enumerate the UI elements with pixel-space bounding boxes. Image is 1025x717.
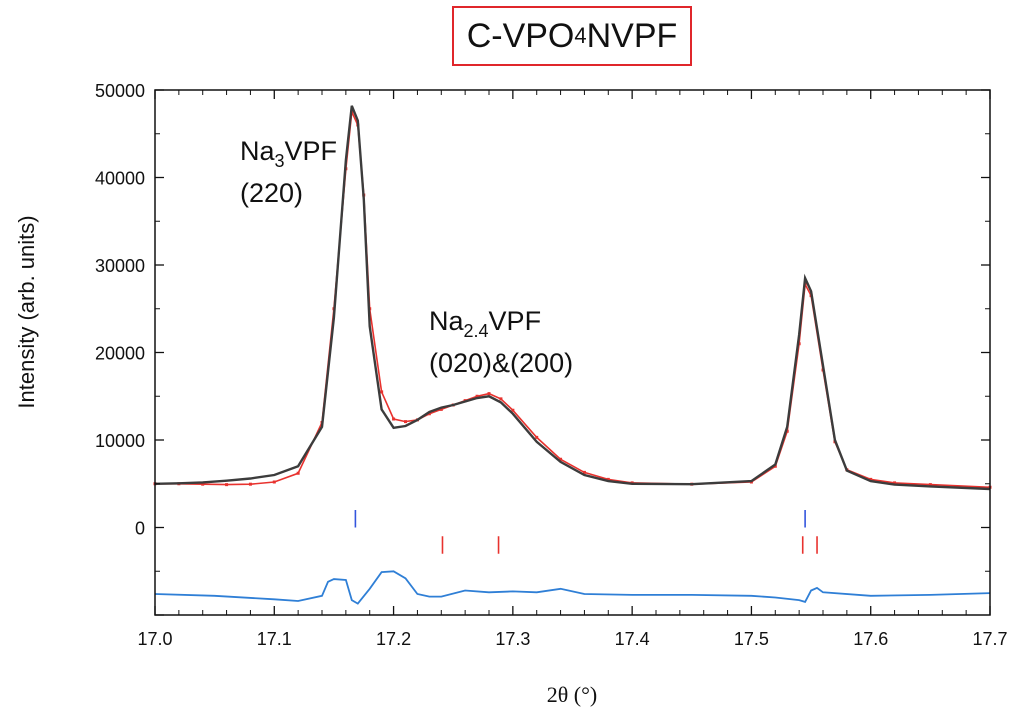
observed-point bbox=[559, 457, 563, 461]
difference-curve bbox=[154, 570, 991, 605]
observed-point bbox=[582, 470, 586, 474]
observed-point bbox=[404, 420, 407, 424]
annotation-na3-subscript: 3 bbox=[275, 151, 285, 171]
annotation-na24-tail: VPF bbox=[489, 306, 542, 336]
x-tick-label: 17.5 bbox=[734, 629, 769, 649]
calculated-curve bbox=[154, 105, 991, 491]
annotation-na24-hkl: (020)&(200) bbox=[429, 348, 573, 378]
tick-marks bbox=[154, 89, 991, 616]
y-tick-label: 0 bbox=[135, 519, 145, 539]
y-tick-label: 20000 bbox=[95, 344, 145, 364]
y-tick-label: 30000 bbox=[95, 256, 145, 276]
x-tick-label: 17.2 bbox=[376, 629, 411, 649]
observed-point bbox=[439, 407, 443, 411]
observed-point bbox=[499, 397, 503, 401]
x-tick-label: 17.7 bbox=[972, 629, 1007, 649]
x-axis-label: 2θ (°) bbox=[547, 682, 598, 707]
observed-point bbox=[427, 412, 431, 416]
y-tick-label: 10000 bbox=[95, 431, 145, 451]
observed-point bbox=[272, 480, 276, 484]
y-tick-labels: 0 10000 20000 30000 40000 50000 bbox=[95, 81, 145, 539]
x-tick-label: 17.3 bbox=[495, 629, 530, 649]
observed-point bbox=[487, 392, 491, 396]
x-tick-labels: 17.0 17.1 17.2 17.3 17.4 17.5 17.6 17.7 bbox=[137, 629, 1007, 649]
observed-point bbox=[201, 482, 205, 486]
annotation-na3-element: Na bbox=[240, 136, 275, 166]
observed-point bbox=[869, 477, 873, 481]
observed-point bbox=[606, 477, 610, 481]
annotation-na24-formula: Na2.4VPF bbox=[429, 306, 541, 341]
chart-title: C-VPO 4 NVPF bbox=[452, 6, 692, 66]
observed-point bbox=[225, 483, 229, 487]
y-tick-label: 50000 bbox=[95, 81, 145, 101]
observed-point bbox=[380, 390, 384, 394]
annotation-na24-element: Na bbox=[429, 306, 464, 336]
observed-point bbox=[893, 481, 897, 485]
observed-point bbox=[928, 483, 932, 487]
chart-title-tail: NVPF bbox=[586, 16, 678, 55]
observed-point bbox=[785, 429, 789, 433]
observed-point bbox=[773, 464, 777, 468]
annotation-na3-formula: Na3VPF bbox=[240, 136, 337, 171]
x-tick-label: 17.6 bbox=[853, 629, 888, 649]
annotation-na3-hkl: (220) bbox=[240, 178, 303, 208]
observed-point bbox=[248, 482, 252, 486]
observed-point bbox=[296, 471, 300, 475]
chart-title-main: C-VPO bbox=[466, 16, 575, 55]
y-axis-label: Intensity (arb. units) bbox=[14, 215, 39, 408]
chart-title-subscript: 4 bbox=[574, 23, 587, 48]
observed-point bbox=[535, 435, 539, 439]
chart-marks bbox=[153, 105, 992, 605]
annotation-na24-subscript: 2.4 bbox=[464, 321, 489, 341]
x-tick-label: 17.4 bbox=[615, 629, 650, 649]
observed-point bbox=[392, 417, 396, 421]
annotation-na3-tail: VPF bbox=[285, 136, 338, 166]
x-tick-label: 17.1 bbox=[257, 629, 292, 649]
observed-point bbox=[475, 394, 479, 398]
y-tick-label: 40000 bbox=[95, 169, 145, 189]
x-tick-label: 17.0 bbox=[137, 629, 172, 649]
observed-point bbox=[511, 408, 515, 412]
